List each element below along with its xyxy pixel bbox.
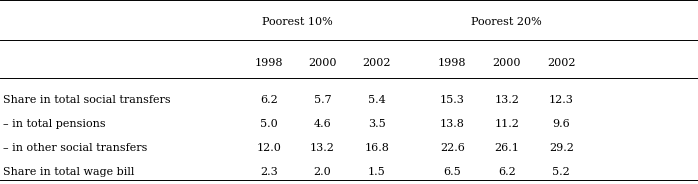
Text: 4.6: 4.6	[313, 119, 332, 129]
Text: 1998: 1998	[255, 58, 283, 68]
Text: 1998: 1998	[438, 58, 466, 68]
Text: 2.0: 2.0	[313, 167, 332, 177]
Text: 5.4: 5.4	[368, 95, 386, 105]
Text: 15.3: 15.3	[440, 95, 465, 105]
Text: 12.3: 12.3	[549, 95, 574, 105]
Text: 13.8: 13.8	[440, 119, 465, 129]
Text: Poorest 10%: Poorest 10%	[262, 17, 333, 27]
Text: 5.2: 5.2	[552, 167, 570, 177]
Text: 1.5: 1.5	[368, 167, 386, 177]
Text: – in total pensions: – in total pensions	[3, 119, 105, 129]
Text: 2002: 2002	[547, 58, 575, 68]
Text: 29.2: 29.2	[549, 143, 574, 153]
Text: 26.1: 26.1	[494, 143, 519, 153]
Text: 13.2: 13.2	[310, 143, 335, 153]
Text: 2000: 2000	[309, 58, 336, 68]
Text: 9.6: 9.6	[552, 119, 570, 129]
Text: Poorest 20%: Poorest 20%	[471, 17, 542, 27]
Text: 2.3: 2.3	[260, 167, 278, 177]
Text: 5.0: 5.0	[260, 119, 278, 129]
Text: Share in total social transfers: Share in total social transfers	[3, 95, 170, 105]
Text: 11.2: 11.2	[494, 119, 519, 129]
Text: 12.0: 12.0	[256, 143, 281, 153]
Text: 6.2: 6.2	[260, 95, 278, 105]
Text: 13.2: 13.2	[494, 95, 519, 105]
Text: 5.7: 5.7	[313, 95, 332, 105]
Text: 6.2: 6.2	[498, 167, 516, 177]
Text: 3.5: 3.5	[368, 119, 386, 129]
Text: 2000: 2000	[493, 58, 521, 68]
Text: 6.5: 6.5	[443, 167, 461, 177]
Text: 22.6: 22.6	[440, 143, 465, 153]
Text: – in other social transfers: – in other social transfers	[3, 143, 147, 153]
Text: 16.8: 16.8	[364, 143, 389, 153]
Text: Share in total wage bill: Share in total wage bill	[3, 167, 134, 177]
Text: 2002: 2002	[363, 58, 391, 68]
